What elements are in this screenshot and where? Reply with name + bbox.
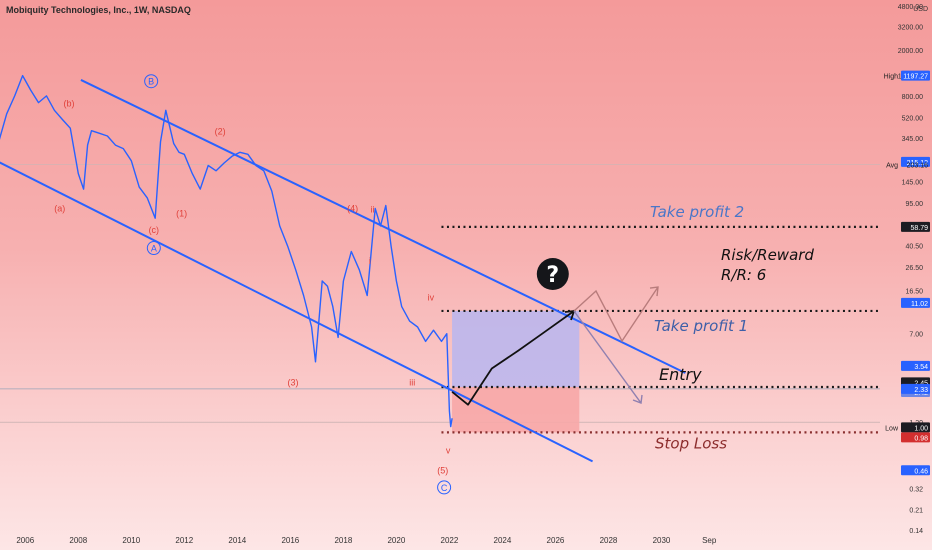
y-tick-9: 145.00 (902, 180, 924, 187)
price-tag-bg-11 (901, 465, 930, 476)
y-tick-1: 3200.00 (898, 24, 923, 31)
x-tick-2: 2010 (122, 536, 140, 545)
price-tag-bg-0 (901, 70, 930, 81)
y-tick-26: 0.21 (909, 508, 923, 515)
wave-label-7: (3) (288, 377, 299, 387)
price-tag-bg-10 (901, 432, 930, 443)
wave-label-3: B (148, 77, 154, 87)
wave-label-12: iv (428, 293, 435, 303)
y-tick-13: 26.50 (905, 265, 923, 272)
x-tick-11: 2028 (600, 536, 618, 545)
wave-label-13: v (446, 446, 451, 456)
wave-label-15: C (441, 483, 448, 493)
wave-label-1: (a) (54, 203, 65, 213)
y-tick-6: 345.00 (902, 136, 924, 143)
x-tick-7: 2020 (387, 536, 405, 545)
x-tick-0: 2006 (16, 536, 34, 545)
wave-label-14: (5) (437, 466, 448, 476)
y-tick-25: 0.32 (909, 487, 923, 494)
price-tag-name-0: High (884, 74, 899, 81)
channel-lower (0, 161, 594, 463)
price-tag-3: 58.79 (910, 225, 928, 232)
price-tag-bg-1 (901, 156, 930, 167)
wave-label-2: (c) (149, 225, 160, 235)
x-tick-6: 2018 (334, 536, 352, 545)
x-tick-13: Sep (702, 536, 717, 545)
x-tick-9: 2024 (494, 536, 512, 545)
y-tick-16: 7.00 (909, 332, 923, 339)
price-tag-1: 215.12 (907, 160, 929, 167)
risk-reward-title: Risk/Reward (721, 246, 814, 264)
price-tag-10: 0.98 (914, 435, 928, 442)
wave-circle-4 (146, 241, 161, 256)
level-label-0: Take profit 2 (650, 203, 744, 221)
price-tag-bg-3 (901, 221, 930, 232)
price-tag-name-2: Avg (886, 163, 898, 170)
y-tick-0: 4800.00 (898, 4, 923, 11)
scenario-arrow-down-head (632, 394, 643, 404)
price-tag-5: 3.54 (914, 364, 928, 371)
price-tag-name-9: Low (885, 425, 899, 432)
price-tag-bg-8 (901, 383, 930, 394)
price-tag-2: 203.16 (907, 163, 929, 170)
price-tag-bg-9 (901, 422, 930, 433)
wave-circle-3 (144, 74, 159, 89)
wave-label-5: (1) (176, 209, 187, 219)
loss-zone (452, 386, 580, 433)
symbol-title: Mobiquity Technologies, Inc., 1W, NASDAQ (6, 5, 191, 15)
price-tag-11: 0.46 (914, 468, 928, 475)
y-tick-10: 95.00 (905, 201, 923, 208)
wave-label-4: A (151, 244, 157, 254)
price-line (0, 74, 453, 428)
wave-label-8: (4) (347, 203, 358, 213)
x-tick-4: 2014 (228, 536, 246, 545)
wave-circle-15 (437, 480, 452, 495)
question-mark: ? (546, 263, 559, 288)
y-tick-2: 2000.00 (898, 48, 923, 55)
channel-upper (80, 79, 686, 374)
price-tag-8: 2.33 (914, 387, 928, 394)
scenario-arrow-down (573, 310, 642, 404)
projection-path (451, 310, 575, 406)
wave-label-11: iii (409, 377, 415, 387)
price-tag-9: 1.00 (914, 425, 928, 432)
x-tick-12: 2030 (653, 536, 671, 545)
price-tag-4: 11.02 (911, 301, 928, 308)
y-tick-5: 520.00 (902, 116, 924, 123)
x-tick-3: 2012 (175, 536, 193, 545)
y-tick-12: 40.50 (905, 244, 923, 251)
currency-label: USD (913, 6, 928, 13)
wave-label-10: i (369, 256, 371, 266)
risk-reward-value: R/R: 6 (721, 266, 766, 284)
level-label-3: Stop Loss (655, 434, 727, 452)
price-tag-0: 1197.27 (903, 74, 928, 81)
y-tick-27: 0.14 (909, 528, 923, 535)
wave-label-0: (b) (63, 98, 74, 108)
scenario-arrow-up (573, 286, 659, 343)
scenario-arrow-up-head (649, 286, 659, 297)
wave-label-9: ii (371, 205, 375, 215)
price-tag-6: 2.45 (914, 380, 928, 387)
question-badge (536, 258, 569, 291)
level-label-2: Entry (659, 365, 702, 384)
level-label-1: Take profit 1 (654, 317, 748, 335)
x-tick-5: 2016 (281, 536, 299, 545)
wave-label-6: (2) (215, 127, 226, 137)
y-tick-14: 16.50 (905, 289, 923, 296)
price-tag-bg-5 (901, 360, 930, 371)
y-tick-4: 800.00 (902, 94, 924, 101)
profit-zone (452, 310, 580, 387)
x-tick-10: 2026 (547, 536, 565, 545)
x-tick-1: 2008 (69, 536, 87, 545)
x-tick-8: 2022 (441, 536, 459, 545)
price-tag-bg-4 (901, 297, 930, 308)
